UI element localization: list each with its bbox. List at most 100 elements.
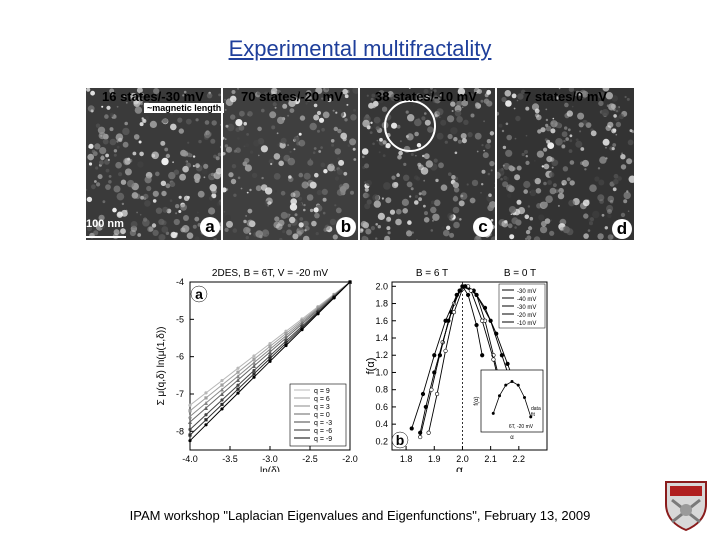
data-point <box>316 312 320 316</box>
x-axis-label: ln(δ) <box>260 466 280 472</box>
data-point <box>300 328 304 332</box>
stm-map-d <box>497 88 634 240</box>
legend-entry: -10 mV <box>517 321 536 327</box>
data-point <box>451 310 457 315</box>
data-point <box>446 318 451 323</box>
data-point <box>188 414 192 419</box>
map-title-b: 70 states/-20 mV <box>241 89 343 104</box>
data-point <box>252 357 256 361</box>
data-point <box>204 418 208 422</box>
data-point <box>252 368 256 373</box>
data-point <box>188 439 192 443</box>
legend: -30 mV -40 mV -30 mV -20 mV -10 mV <box>498 283 546 329</box>
data-point <box>437 353 443 358</box>
y-tick-label: 1.2 <box>375 350 388 360</box>
y-tick-label: -4 <box>176 277 184 287</box>
stm-map-c <box>360 88 495 240</box>
y-tick-label: 0.2 <box>375 436 388 446</box>
data-point <box>268 342 272 346</box>
data-point <box>426 430 431 435</box>
panel-letter-badge <box>391 431 409 449</box>
y-tick-label: -6 <box>176 352 184 362</box>
y-tick-label: -5 <box>176 314 184 324</box>
data-point <box>188 403 192 407</box>
footer-text: IPAM workshop "Laplacian Eigenvalues and… <box>129 508 591 523</box>
data-point <box>204 396 208 400</box>
inset-frame <box>480 369 544 433</box>
x-tick-label: 2.0 <box>456 454 469 464</box>
y-tick-label: 2.0 <box>375 281 388 291</box>
data-point <box>188 427 192 432</box>
top-label-left: B = 6 T <box>416 268 448 279</box>
spectrum-chart: B = 6 T B = 0 T 1.8 1.9 2.0 2.1 2.2 2.0 1.8 1.6 1.… <box>365 268 548 472</box>
legend-entry: -30 mV <box>517 305 536 311</box>
y-tick-label: -8 <box>176 426 184 436</box>
y-tick-label: 1.0 <box>375 367 388 377</box>
legend: q = 9q = 6q = 3q = 0q = -3q = -6q = -9 <box>289 383 347 447</box>
x-tick-label: 2.2 <box>513 454 526 464</box>
panel-letter-badge <box>190 285 208 303</box>
scale-bar: 100 nm <box>86 218 126 238</box>
legend-entry: -30 mV <box>517 289 536 295</box>
data-point <box>284 336 288 340</box>
y-tick-label: 1.6 <box>375 316 388 326</box>
data-point <box>188 433 192 437</box>
data-point <box>480 353 485 358</box>
data-point <box>252 372 256 376</box>
data-point <box>268 350 272 354</box>
data-point <box>505 361 510 366</box>
map-title-d: 7 states/0 mV <box>524 89 608 104</box>
data-point <box>236 387 240 391</box>
data-point <box>236 383 240 387</box>
data-point <box>268 356 272 361</box>
data-point <box>491 357 496 362</box>
data-point <box>474 292 479 298</box>
data-point <box>268 359 272 363</box>
data-point <box>268 347 272 352</box>
data-point <box>465 292 471 298</box>
inset-note: 6T, -20 mV <box>509 424 534 430</box>
data-point <box>252 375 256 379</box>
data-point <box>418 434 423 440</box>
data-point <box>432 353 437 358</box>
x-tick-label: 1.9 <box>428 454 441 464</box>
y-tick-label: 0.8 <box>375 385 388 395</box>
inset-x-label: α <box>510 435 514 441</box>
data-point <box>332 296 336 300</box>
data-point <box>284 341 288 345</box>
data-point <box>236 374 240 379</box>
data-point <box>220 387 224 392</box>
data-point <box>236 370 240 374</box>
y-tick-label: 0.4 <box>375 419 388 429</box>
data-point <box>480 318 485 323</box>
data-point <box>236 378 240 382</box>
data-point <box>474 322 479 328</box>
map-letter-b: b <box>336 217 356 237</box>
highlight-circle <box>384 100 436 152</box>
data-point <box>420 391 426 397</box>
x-tick-label: -2.0 <box>342 454 358 464</box>
inset-data-point <box>516 383 520 387</box>
data-point <box>429 387 434 392</box>
legend-entry: q = 9 <box>314 388 330 395</box>
data-point <box>220 383 224 387</box>
data-point <box>454 292 459 298</box>
legend-entry: q = -9 <box>314 436 332 443</box>
map-letter-d: d <box>612 219 632 239</box>
y-tick-label: 1.8 <box>375 299 388 309</box>
data-point <box>204 391 208 395</box>
data-point <box>236 391 240 395</box>
map-letter-c: c <box>473 217 493 237</box>
top-label-right: B = 0 T <box>504 268 536 279</box>
legend-box <box>289 383 347 447</box>
y-tick-label: 1.4 <box>375 333 388 343</box>
data-point <box>252 360 256 365</box>
inset-data-point <box>529 415 533 419</box>
data-point <box>252 364 256 368</box>
series-line <box>411 285 514 429</box>
y-axis-label: Σ μ(q,δ) ln(μ(1,δ)) <box>156 327 167 406</box>
inset-data-point <box>510 380 514 384</box>
x-tick-label: -2.5 <box>302 454 318 464</box>
inset-legend-data: data <box>531 406 541 412</box>
panel-letter: a <box>195 286 203 302</box>
